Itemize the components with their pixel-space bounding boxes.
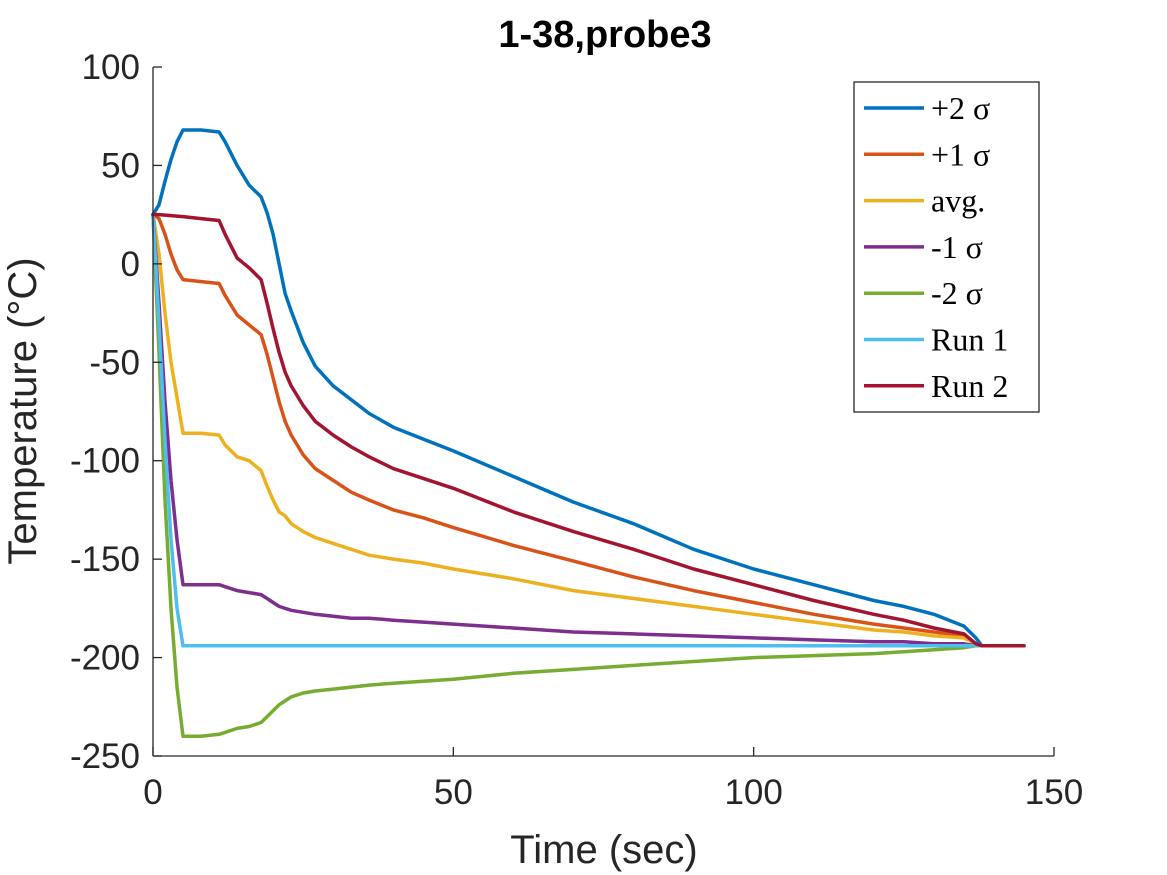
x-tick-label: 0: [143, 773, 162, 812]
legend-label: Run 2: [931, 368, 1008, 404]
series-line: [151, 212, 1026, 648]
series-line: [151, 212, 1026, 648]
series-line: [151, 212, 1026, 648]
y-axis-ticks: -250 -200 -150 -100 -50 0 50 100: [70, 48, 162, 776]
series-layer: [151, 128, 1026, 739]
y-tick-label: -150: [70, 540, 140, 579]
y-tick-label: -50: [89, 343, 140, 382]
series-line: [151, 212, 1026, 648]
legend-label: -2 σ: [931, 275, 983, 311]
x-axis-ticks: 0 50 100 150: [143, 747, 1083, 812]
legend-label: Run 1: [931, 322, 1008, 358]
legend-label: -1 σ: [931, 229, 983, 265]
legend: +2 σ +1 σ avg. -1 σ -2 σ Run 1 Run 2: [853, 81, 1040, 413]
legend-label: +1 σ: [931, 136, 990, 172]
y-tick-label: 0: [121, 245, 140, 284]
series-line: [151, 128, 1026, 648]
y-tick-label: 100: [82, 48, 140, 87]
series-line: [151, 212, 1026, 648]
legend-label: +2 σ: [931, 90, 990, 126]
y-tick-label: -100: [70, 442, 140, 481]
y-tick-label: -250: [70, 737, 140, 776]
series-line: [151, 212, 1026, 739]
x-tick-label: 100: [724, 773, 782, 812]
plot-area: 0 50 100 150 -250 -200 -150 -100 -50 0 50 100: [70, 48, 1083, 812]
x-tick-label: 150: [1025, 773, 1083, 812]
chart-title: 1-38,probe3: [498, 14, 711, 56]
y-tick-label: -200: [70, 639, 140, 678]
x-axis-label: Time (sec): [510, 828, 697, 872]
legend-label: avg.: [931, 183, 985, 219]
y-axis-label: Temperature (°C): [1, 257, 45, 564]
y-tick-label: 50: [101, 146, 140, 185]
x-tick-label: 50: [434, 773, 473, 812]
